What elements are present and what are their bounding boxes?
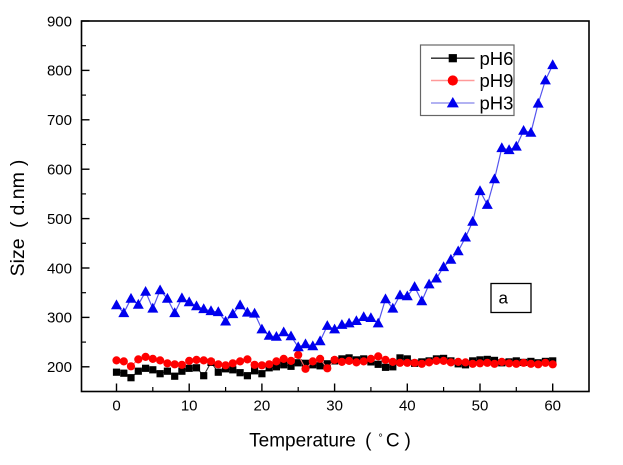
svg-text:10: 10 xyxy=(181,398,198,415)
svg-text:300: 300 xyxy=(47,310,72,327)
svg-text:pH3: pH3 xyxy=(480,93,514,114)
svg-text:a: a xyxy=(499,289,509,308)
svg-text:600: 600 xyxy=(47,162,72,179)
svg-text:30: 30 xyxy=(326,398,343,415)
svg-text:Temperature (°C): Temperature (° C) xyxy=(249,431,411,452)
svg-text:900: 900 xyxy=(47,13,72,30)
svg-text:400: 400 xyxy=(47,260,72,277)
svg-text:800: 800 xyxy=(47,63,72,80)
svg-text:200: 200 xyxy=(47,359,72,376)
svg-text:pH9: pH9 xyxy=(480,70,514,91)
svg-text:60: 60 xyxy=(544,398,561,415)
svg-text:0: 0 xyxy=(112,398,120,415)
svg-text:40: 40 xyxy=(399,398,416,415)
svg-text:500: 500 xyxy=(47,211,72,228)
svg-text:pH6: pH6 xyxy=(480,48,514,69)
svg-text:50: 50 xyxy=(472,398,489,415)
svg-text:20: 20 xyxy=(254,398,271,415)
svg-text:700: 700 xyxy=(47,112,72,129)
